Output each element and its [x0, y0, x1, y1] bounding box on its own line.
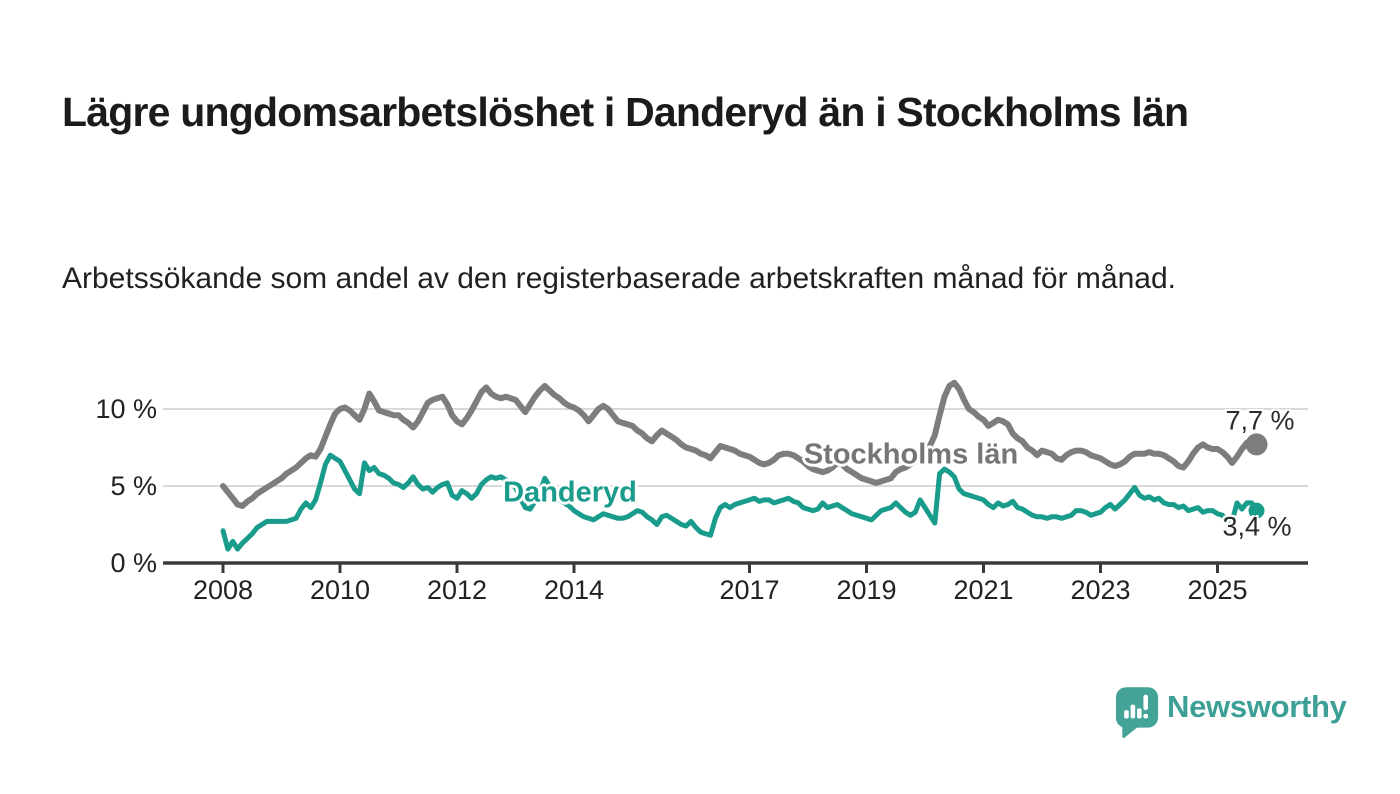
y-tick-label: 0 %	[110, 548, 157, 578]
end-value-label-danderyd: 3,4 %	[1222, 511, 1292, 542]
x-tick-label: 2010	[309, 575, 371, 605]
end-value-label-stockholm: 7,7 %	[1225, 405, 1295, 436]
x-tick-label: 2014	[543, 575, 605, 605]
series-label-stockholms-lan: Stockholms län	[803, 438, 1019, 471]
series-label-danderyd: Danderyd	[503, 476, 637, 509]
x-tick-label: 2025	[1187, 575, 1248, 605]
x-tick-label: 2017	[719, 575, 780, 605]
chart-subtitle: Arbetssökande som andel av den registerb…	[62, 262, 1176, 295]
x-tick-label: 2008	[192, 575, 254, 605]
page-title: Lägre ungdomsarbetslöshet i Danderyd än …	[62, 89, 1189, 136]
newsworthy-speech-bubble-bar-chart-icon	[1115, 687, 1159, 738]
y-tick-label: 10 %	[95, 394, 157, 424]
x-tick-label: 2023	[1070, 575, 1131, 605]
newsworthy-wordmark: Newsworthy	[1167, 689, 1347, 724]
newsworthy-logo: Newsworthy	[1115, 686, 1347, 746]
y-tick-label: 5 %	[110, 471, 157, 501]
x-tick-label: 2019	[836, 575, 897, 605]
x-tick-label: 2012	[426, 575, 488, 605]
x-tick-label: 2021	[953, 575, 1014, 605]
